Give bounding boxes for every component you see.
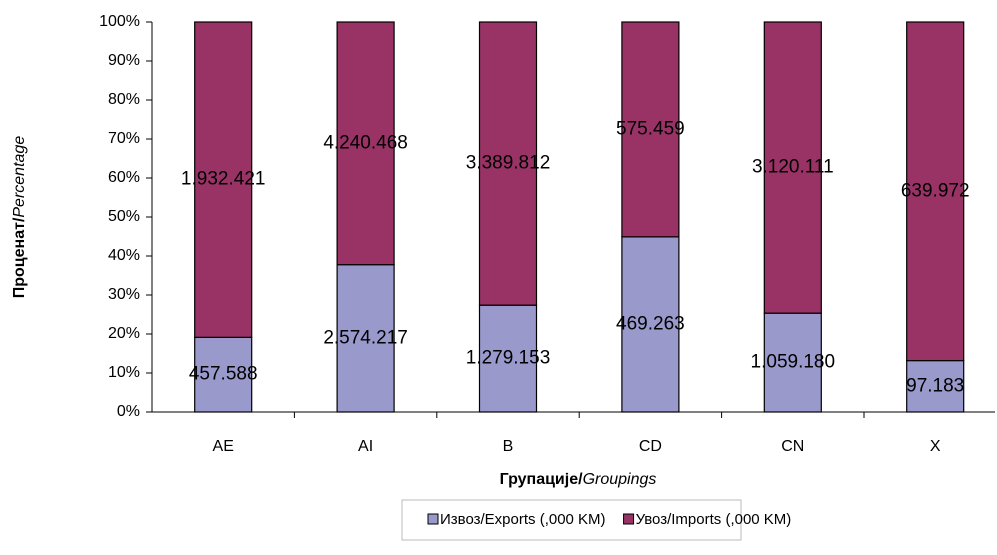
bar-segment [478, 21, 538, 306]
legend-box [401, 499, 742, 541]
data-label: 1.279.153 [466, 348, 551, 369]
legend-label: Извоз/Exports (,000 KM) [440, 511, 606, 528]
x-axis-label: Групације/Groupings [500, 471, 657, 488]
bar-segment [763, 21, 822, 314]
data-label: 457.588 [189, 364, 258, 385]
legend-swatch [623, 513, 635, 525]
y-tick-label: 50% [108, 208, 140, 225]
data-label: 639.972 [901, 180, 970, 201]
bar-segment [194, 21, 253, 338]
y-axis-label: Проценат/Percentage [11, 136, 28, 299]
bar-segment [621, 236, 680, 413]
data-label: 2.574.217 [323, 327, 408, 348]
data-label: 1.059.180 [751, 352, 836, 373]
bar-segment [763, 312, 822, 413]
y-tick-label: 90% [108, 52, 140, 69]
x-tick-label: CN [781, 438, 804, 455]
data-label: 3.389.812 [466, 153, 551, 174]
bar-segment [906, 359, 965, 413]
y-tick-label: 100% [99, 13, 140, 30]
y-tick-label: 20% [108, 325, 140, 342]
data-label: 3.120.111 [752, 157, 834, 178]
x-tick-label: X [930, 438, 941, 455]
y-tick-label: 0% [117, 403, 140, 420]
x-tick-label: AI [358, 438, 373, 455]
y-tick-label: 80% [108, 91, 140, 108]
bar-segment [621, 21, 680, 238]
bar-segment [906, 21, 965, 362]
bar-segment [336, 264, 395, 413]
data-label: 1.932.421 [181, 169, 266, 190]
data-label: 97.183 [906, 375, 964, 396]
y-tick-label: 30% [108, 286, 140, 303]
x-tick-label: CD [639, 438, 662, 455]
y-tick-label: 10% [108, 364, 140, 381]
data-label: 575.459 [616, 118, 685, 139]
x-tick-label: B [503, 438, 514, 455]
bar-segment [194, 336, 253, 413]
legend-swatch [427, 513, 439, 525]
y-tick-label: 70% [108, 130, 140, 147]
legend-label: Увоз/Imports (,000 KM) [636, 511, 792, 528]
bar-segment [336, 21, 395, 266]
x-tick-label: AE [213, 438, 234, 455]
data-label: 4.240.468 [323, 132, 408, 153]
y-tick-label: 40% [108, 247, 140, 264]
y-tick-label: 60% [108, 169, 140, 186]
data-label: 469.263 [616, 313, 685, 334]
bar-segment [478, 304, 538, 413]
